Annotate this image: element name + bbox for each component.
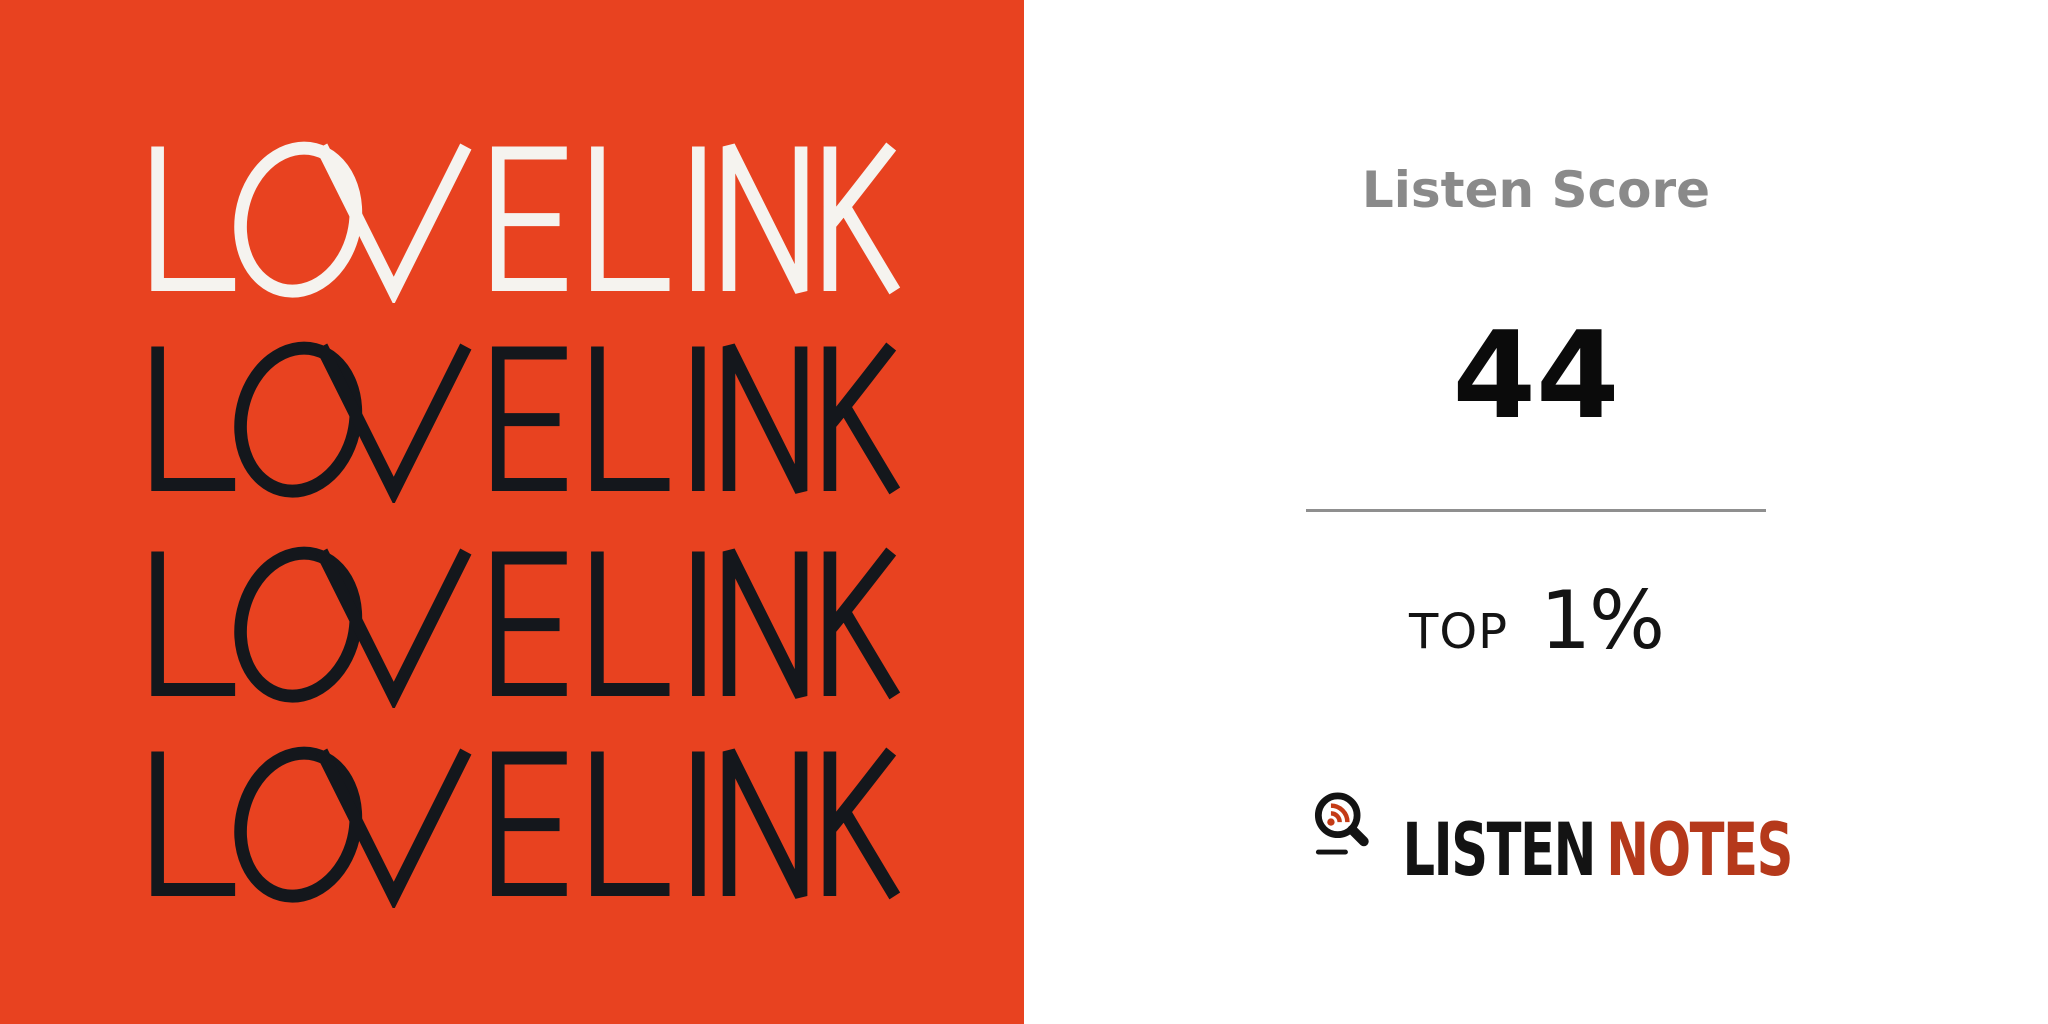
divider-line	[1306, 509, 1766, 512]
listen-score-value: 44	[1452, 307, 1620, 446]
magnifier-rss-icon	[1314, 792, 1369, 855]
rank-row: TOP 1%	[1409, 574, 1665, 667]
podcast-cover-art	[0, 0, 1024, 1024]
brand-word-listen: LISTEN	[1402, 808, 1597, 893]
brand-word-notes: NOTES	[1606, 808, 1793, 893]
listen-notes-logo[interactable]: LISTEN NOTES	[1314, 788, 1794, 887]
listen-score-panel: Listen Score 44 TOP 1% LISTEN NOTES	[1024, 0, 2048, 1024]
listen-score-title: Listen Score	[1361, 161, 1711, 219]
cover-wordmark-row-1	[145, 140, 902, 303]
cover-wordmark-row-4	[145, 745, 902, 908]
cover-wordmark-row-2	[145, 340, 902, 503]
brand-wordmark: LISTEN NOTES	[1403, 814, 1794, 887]
rank-label: TOP	[1409, 604, 1509, 660]
rank-value: 1%	[1540, 574, 1665, 667]
cover-wordmark-row-3	[145, 545, 902, 708]
